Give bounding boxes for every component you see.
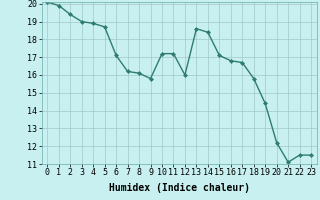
X-axis label: Humidex (Indice chaleur): Humidex (Indice chaleur) — [109, 183, 250, 193]
